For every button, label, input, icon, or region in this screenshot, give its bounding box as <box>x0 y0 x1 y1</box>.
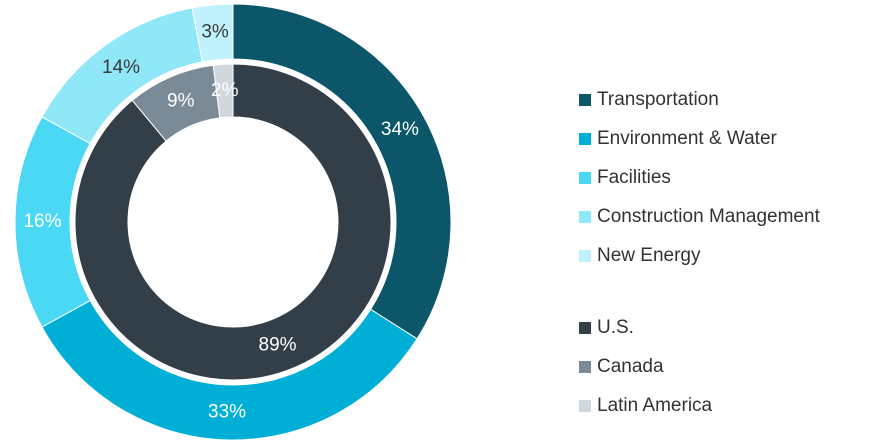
legend-label: Latin America <box>597 395 713 416</box>
legend-swatch <box>579 211 591 223</box>
value-label: 34% <box>381 119 419 140</box>
value-label: 3% <box>201 21 229 42</box>
legend-label: Environment & Water <box>597 128 778 149</box>
legend-swatch <box>579 172 591 184</box>
legend-swatch <box>579 250 591 262</box>
legend-swatch <box>579 322 591 334</box>
value-label: 89% <box>259 335 297 356</box>
donut-segment <box>212 63 234 119</box>
legend-label: U.S. <box>597 317 634 338</box>
value-label: 16% <box>23 211 61 232</box>
legend-label: Construction Management <box>597 206 821 227</box>
value-label: 9% <box>167 90 195 111</box>
value-label: 2% <box>211 80 239 101</box>
legend-label: Transportation <box>597 89 719 110</box>
legend-swatch <box>579 361 591 373</box>
legend-label: New Energy <box>597 245 701 266</box>
donut-segment <box>232 3 452 340</box>
legend-label: Facilities <box>597 167 671 188</box>
legend-label: Canada <box>597 356 664 377</box>
legend-swatch <box>579 94 591 106</box>
donut-segment <box>191 3 234 63</box>
donut-segment <box>41 299 418 441</box>
value-label: 33% <box>208 401 246 422</box>
donut-segment <box>74 63 392 381</box>
legend-swatch <box>579 133 591 145</box>
value-label: 14% <box>102 57 140 78</box>
legend-swatch <box>579 400 591 412</box>
